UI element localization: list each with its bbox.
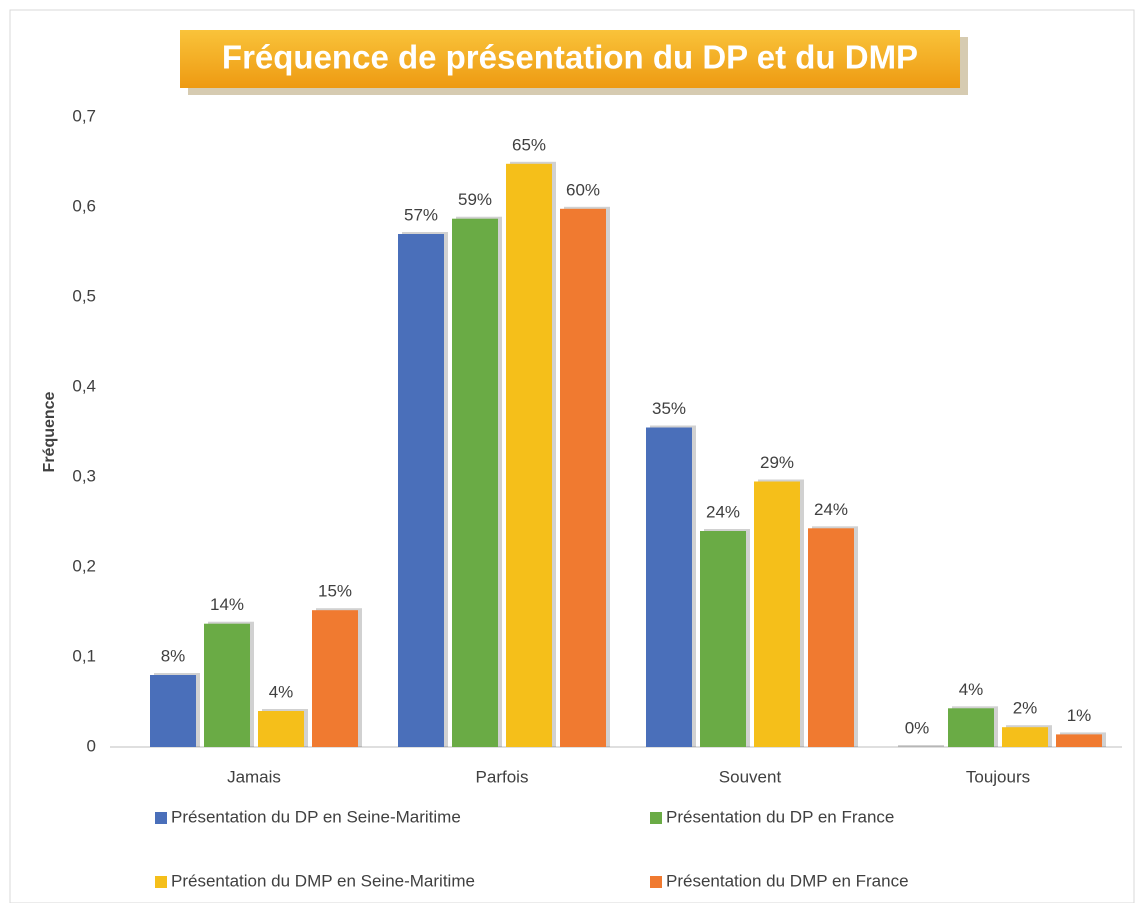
bar <box>646 427 692 747</box>
data-label: 24% <box>814 500 848 519</box>
x-tick-label: Parfois <box>476 767 529 786</box>
bar <box>948 708 994 747</box>
bar <box>452 218 498 747</box>
bar <box>1056 734 1102 747</box>
data-label: 65% <box>512 135 546 154</box>
data-label: 1% <box>1067 706 1092 725</box>
y-tick-label: 0,1 <box>72 646 96 665</box>
bar <box>204 623 250 747</box>
legend-swatch <box>155 876 167 888</box>
y-tick-label: 0,2 <box>72 556 96 575</box>
title-box <box>180 30 960 88</box>
bar <box>1002 727 1048 747</box>
data-label: 4% <box>269 682 294 701</box>
data-label: 4% <box>959 680 984 699</box>
chart-title: Fréquence de présentation du DP et du DM… <box>222 39 918 76</box>
bar <box>808 528 854 747</box>
y-tick-label: 0,7 <box>72 106 96 125</box>
legend-swatch <box>650 812 662 824</box>
x-tick-label: Souvent <box>719 767 782 786</box>
y-tick-label: 0,5 <box>72 286 96 305</box>
data-label: 35% <box>652 399 686 418</box>
bar <box>506 163 552 748</box>
y-tick-label: 0 <box>87 736 96 755</box>
bar-shadow <box>898 745 944 747</box>
data-label: 14% <box>210 595 244 614</box>
bar <box>754 481 800 747</box>
data-label: 60% <box>566 180 600 199</box>
data-label: 29% <box>760 453 794 472</box>
data-label: 59% <box>458 190 492 209</box>
x-tick-label: Jamais <box>227 767 281 786</box>
bar <box>560 208 606 748</box>
y-tick-label: 0,6 <box>72 196 96 215</box>
data-label: 0% <box>905 718 930 737</box>
legend-label: Présentation du DMP en Seine-Maritime <box>171 871 475 890</box>
bar <box>312 610 358 747</box>
y-tick-label: 0,4 <box>72 376 96 395</box>
bar <box>150 675 196 747</box>
bar <box>700 531 746 747</box>
legend-label: Présentation du DP en France <box>666 807 894 826</box>
legend-swatch <box>155 812 167 824</box>
bar <box>398 234 444 747</box>
x-tick-label: Toujours <box>966 767 1030 786</box>
data-label: 8% <box>161 646 186 665</box>
legend-label: Présentation du DMP en France <box>666 871 909 890</box>
data-label: 57% <box>404 205 438 224</box>
data-label: 15% <box>318 582 352 601</box>
legend-swatch <box>650 876 662 888</box>
data-label: 2% <box>1013 699 1038 718</box>
data-label: 24% <box>706 502 740 521</box>
y-axis-label: Fréquence <box>41 391 58 472</box>
bar <box>258 711 304 747</box>
legend-label: Présentation du DP en Seine-Maritime <box>171 807 461 826</box>
y-tick-label: 0,3 <box>72 466 96 485</box>
